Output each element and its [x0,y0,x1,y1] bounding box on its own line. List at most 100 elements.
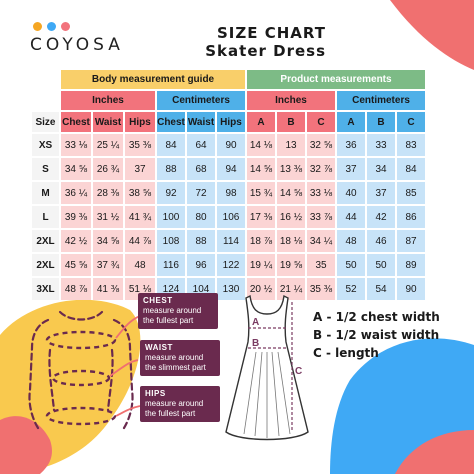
logo-dot-coral [61,22,70,31]
bottom-left-coral-accent [0,416,52,474]
chest-callout-title: CHEST [143,296,173,305]
body-chest-in-cell: 33 ⅛ [61,134,91,156]
product-b-in-cell: 16 ½ [277,206,305,228]
torso-left-arm-inner [48,348,56,412]
body-waist-cm-cell: 72 [187,182,215,204]
product-b-cm-cell: 50 [367,254,395,276]
top-right-coral-blob [390,0,474,70]
product-b-cm-cell: 54 [367,278,395,300]
bottom-right-coral-blob [395,430,474,474]
body-waist-in-cell: 31 ½ [93,206,123,228]
legend-a: A - 1/2 chest width [313,310,440,324]
size-row: 2XL 45 ⅝ 37 ¾ 48 116 96 122 19 ¼ 19 ⅝ 35 50 50 89 [32,254,425,276]
col-header-chest-cm: Chest [157,112,185,132]
body-waist-in-cell: 26 ¾ [93,158,123,180]
body-chest-in-cell: 48 ⅞ [61,278,91,300]
body-waist-in-cell: 28 ⅜ [93,182,123,204]
corner-cell [32,91,59,110]
body-chest-in-cell: 45 ⅝ [61,254,91,276]
product-c-cm-cell: 90 [397,278,425,300]
dress-label-b: B [252,338,259,349]
size-row: L 39 ⅜ 31 ½ 41 ¾ 100 80 106 17 ⅜ 16 ½ 33 ⅞ 44 42 86 [32,206,425,228]
waist-callout-title: WAIST [145,343,173,352]
product-centimeters-header: Centimeters [337,91,425,110]
size-label: 2XL [32,254,59,276]
legend-b: B - 1/2 waist width [313,328,440,342]
product-c-in-cell: 32 ⅝ [307,134,335,156]
chest-callout-text: measure around the fullest part [143,306,202,325]
hips-band [45,406,117,426]
pleat-line [254,351,263,437]
product-a-cm-cell: 52 [337,278,365,300]
measurement-legend: A - 1/2 chest width B - 1/2 waist width … [313,308,440,362]
hips-arrow [115,405,141,417]
body-centimeters-header: Centimeters [157,91,245,110]
product-inches-header: Inches [247,91,335,110]
waist-callout-text: measure around the slimmest part [145,353,206,372]
body-waist-in-cell: 37 ¾ [93,254,123,276]
body-waist-cm-cell: 68 [187,158,215,180]
product-a-cm-cell: 48 [337,230,365,252]
product-measurement-header: Product measurements [247,70,425,89]
body-waist-cm-cell: 64 [187,134,215,156]
size-row: S 34 ⅝ 26 ¾ 37 88 68 94 14 ⅝ 13 ⅜ 32 ⅞ 37 34 84 [32,158,425,180]
legend-c: C - length [313,346,379,360]
pleat-line [243,351,257,435]
body-hips-in-cell: 48 [125,254,155,276]
size-label: L [32,206,59,228]
body-waist-cm-cell: 80 [187,206,215,228]
product-a-in-cell: 14 ⅛ [247,134,275,156]
body-waist-cm-cell: 96 [187,254,215,276]
body-hips-cm-cell: 90 [217,134,245,156]
body-hips-in-cell: 37 [125,158,155,180]
body-hips-in-cell: 41 ¾ [125,206,155,228]
product-b-in-cell: 18 ⅛ [277,230,305,252]
product-b-cm-cell: 34 [367,158,395,180]
pleat-line [277,351,291,435]
logo-dot-yellow [33,22,42,31]
product-b-in-cell: 13 [277,134,305,156]
body-hips-cm-cell: 94 [217,158,245,180]
body-chest-in-cell: 34 ⅝ [61,158,91,180]
col-header-waist-cm: Waist [187,112,215,132]
chest-arrow [115,315,141,339]
product-c-cm-cell: 84 [397,158,425,180]
product-a-in-cell: 20 ½ [247,278,275,300]
dress-label-a: A [252,317,259,328]
product-a-in-cell: 17 ⅜ [247,206,275,228]
product-b-in-cell: 19 ⅝ [277,254,305,276]
page-title: SIZE CHART Skater Dress [205,24,326,60]
product-b-cm-cell: 33 [367,134,395,156]
body-waist-in-cell: 25 ¼ [93,134,123,156]
product-b-cm-cell: 37 [367,182,395,204]
product-b-cm-cell: 42 [367,206,395,228]
size-label: XS [32,134,59,156]
dress-illustration: A B C [225,294,309,441]
product-b-cm-cell: 46 [367,230,395,252]
product-a-cm-cell: 37 [337,158,365,180]
body-chest-cm-cell: 116 [157,254,185,276]
product-c-cm-cell: 87 [397,230,425,252]
torso-illustration [28,310,141,430]
col-header-hips-cm: Hips [217,112,245,132]
product-c-in-cell: 35 ⅜ [307,278,335,300]
size-label: 2XL [32,230,59,252]
col-header-waist-in: Waist [93,112,123,132]
waist-callout: WAIST measure around the slimmest part [140,340,220,376]
body-chest-cm-cell: 88 [157,158,185,180]
torso-left-shoulder [28,318,50,430]
title-line-2: Skater Dress [205,42,326,60]
product-a-cm-cell: 36 [337,134,365,156]
column-header-row: Size Chest Waist Hips Chest Waist Hips A… [32,112,425,132]
product-a-in-cell: 15 ¾ [247,182,275,204]
product-c-cm-cell: 85 [397,182,425,204]
body-chest-cm-cell: 100 [157,206,185,228]
chest-band [45,330,117,350]
size-row: 2XL 42 ½ 34 ⅝ 44 ⅞ 108 88 114 18 ⅞ 18 ⅛ 34 ¼ 48 46 8… [32,230,425,252]
waist-band [51,369,111,387]
hips-callout: HIPS measure around the fullest part [140,386,220,422]
size-row: 3XL 48 ⅞ 41 ⅜ 51 ⅛ 124 104 130 20 ½ 21 ¼ 35 ⅜ 52 54… [32,278,425,300]
size-rows: XS 33 ⅛ 25 ¼ 35 ⅜ 84 64 90 14 ⅛ 13 32 ⅝ 36 33 83 S 34 … [32,134,425,300]
col-header-b-cm: B [367,112,395,132]
